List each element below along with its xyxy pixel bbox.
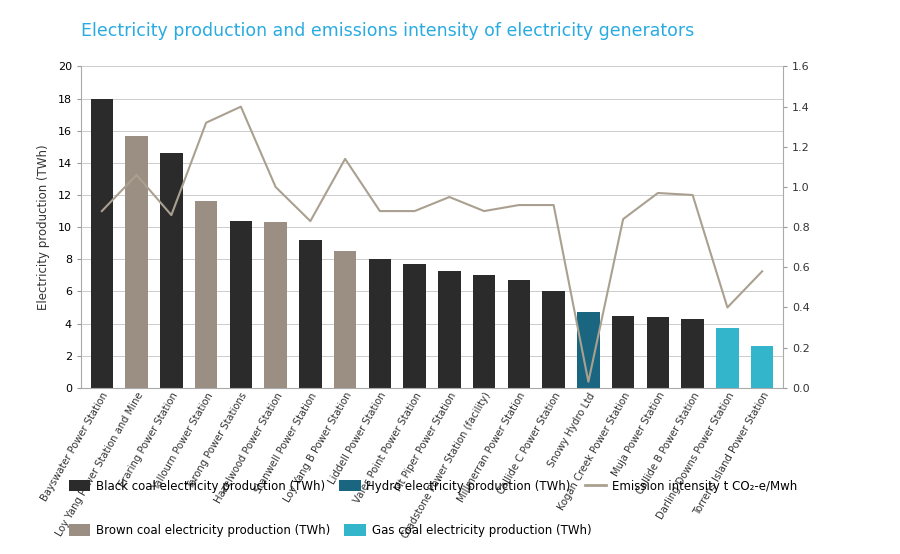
Bar xyxy=(472,275,495,388)
Bar xyxy=(194,202,218,388)
Y-axis label: Electricity production (TWh): Electricity production (TWh) xyxy=(37,145,50,310)
Bar xyxy=(369,259,392,388)
Legend: Brown coal electricity production (TWh), Gas coal electricity production (TWh): Brown coal electricity production (TWh),… xyxy=(69,524,591,537)
Bar xyxy=(716,329,739,388)
Bar xyxy=(577,312,599,388)
Bar xyxy=(403,264,426,388)
Bar xyxy=(160,153,183,388)
Bar xyxy=(230,220,252,388)
Bar xyxy=(438,270,461,388)
Bar xyxy=(508,280,530,388)
Bar xyxy=(265,222,287,388)
Bar xyxy=(91,99,113,388)
Bar xyxy=(334,252,356,388)
Bar xyxy=(299,240,321,388)
Bar xyxy=(646,317,670,388)
Legend: Black coal electricity production (TWh), Hydro electricity production (TWh), Emi: Black coal electricity production (TWh),… xyxy=(69,480,797,493)
Bar xyxy=(751,346,773,388)
Bar xyxy=(125,136,148,388)
Bar xyxy=(612,316,634,388)
Text: Electricity production and emissions intensity of electricity generators: Electricity production and emissions int… xyxy=(81,22,694,40)
Bar xyxy=(543,291,565,388)
Bar xyxy=(681,319,704,388)
